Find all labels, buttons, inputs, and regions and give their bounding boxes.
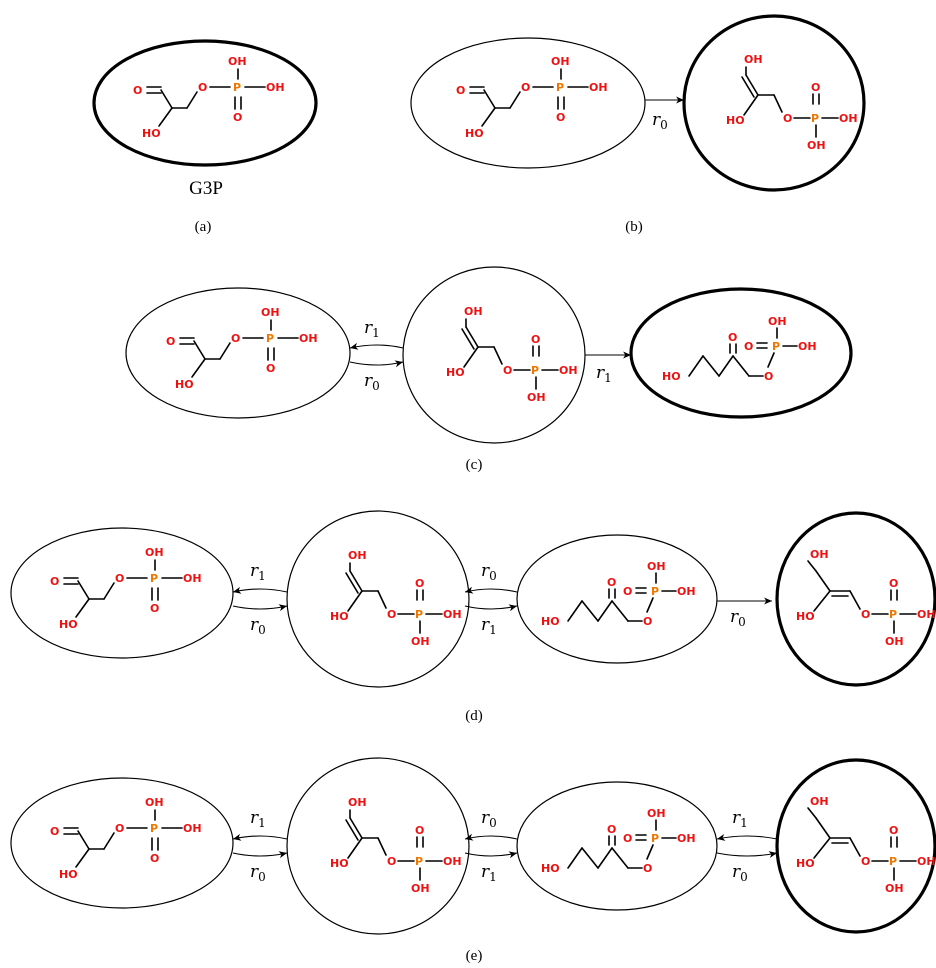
transition-arrow <box>716 833 778 841</box>
rule-label-r1: r1 <box>732 808 748 830</box>
transition-arrow <box>349 360 404 368</box>
rule-label-r0: r0 <box>732 862 748 884</box>
transition-arrow <box>232 604 288 612</box>
transition-arrow <box>464 586 518 594</box>
rule-label-r0: r0 <box>250 862 266 884</box>
panel-d: r1 r0 r0 r1 r0 (d) <box>10 510 936 724</box>
panel-b: r0 (b) <box>410 14 866 235</box>
caption-e: (e) <box>466 948 483 964</box>
state-node-dhap <box>516 781 718 911</box>
panel-e: r1 r0 r0 r1 r1 r0 (e) <box>10 757 936 964</box>
rule-label-r0: r0 <box>364 371 380 393</box>
rule-label-r0: r0 <box>250 615 266 637</box>
transition-arrow <box>232 833 288 841</box>
state-node-dhap <box>516 534 718 664</box>
state-node-enol <box>775 758 936 934</box>
rule-label-r0: r0 <box>730 607 746 629</box>
panel-c: r1 r0 r1 (c) <box>125 266 853 473</box>
rule-label-r1: r1 <box>250 808 266 830</box>
state-node-enediol <box>286 510 470 688</box>
state-node-g3p <box>125 287 351 419</box>
transition-arrow <box>464 851 518 859</box>
rule-label-r0: r0 <box>481 808 497 830</box>
state-node-g3p <box>92 39 318 167</box>
rule-label-r1: r1 <box>596 363 612 385</box>
caption-b: (b) <box>625 219 643 235</box>
transition-arrow <box>232 851 288 859</box>
rule-label-r0: r0 <box>652 110 668 132</box>
transition-arrow <box>349 342 404 350</box>
state-node-enol <box>775 511 936 687</box>
rule-label-r1: r1 <box>250 561 266 583</box>
caption-c: (c) <box>466 457 483 473</box>
rule-label-r1: r1 <box>481 615 497 637</box>
state-node-g3p <box>10 527 234 659</box>
transition-arrow <box>464 604 518 612</box>
transition-arrow <box>464 833 518 841</box>
state-node-g3p <box>410 37 646 169</box>
state-node-dhap <box>629 287 853 419</box>
state-node-enediol <box>286 757 470 935</box>
state-node-enediol <box>402 266 586 444</box>
state-name-label: G3P <box>189 178 223 199</box>
panel-a: G3P (a) <box>92 39 318 235</box>
state-node-g3p <box>10 777 234 909</box>
rule-label-r1: r1 <box>364 318 380 340</box>
transition-arrow <box>232 586 288 594</box>
state-node-enediol <box>682 14 866 192</box>
caption-a: (a) <box>195 219 212 235</box>
rule-label-r0: r0 <box>481 561 497 583</box>
transition-arrow <box>716 851 778 859</box>
caption-d: (d) <box>465 708 483 724</box>
rule-label-r1: r1 <box>481 862 497 884</box>
